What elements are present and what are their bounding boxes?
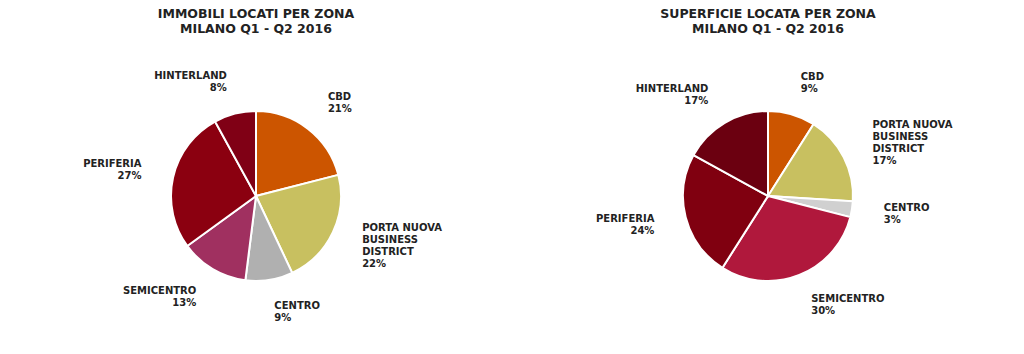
- slice-label-line: BUSINESS: [873, 131, 929, 142]
- slice-label-line: HINTERLAND: [636, 83, 709, 94]
- data-label: 24%: [630, 225, 654, 236]
- slice-label-line: DISTRICT: [873, 143, 925, 154]
- data-label: 17%: [684, 95, 708, 106]
- data-label: 21%: [328, 103, 352, 114]
- data-label: 27%: [118, 170, 142, 181]
- slice-label: PERIFERIA: [83, 158, 142, 169]
- data-label: 8%: [210, 82, 227, 93]
- data-label: 22%: [362, 258, 386, 269]
- data-label: 3%: [884, 214, 901, 225]
- slice-label: PORTA NUOVABUSINESSDISTRICT: [873, 119, 953, 154]
- title-line: MILANO Q1 - Q2 2016: [180, 21, 332, 36]
- slice-label-line: SEMICENTRO: [123, 285, 196, 296]
- slice-label-line: CBD: [801, 71, 824, 82]
- slice-label: PORTA NUOVABUSINESSDISTRICT: [362, 222, 442, 257]
- chart-root: IMMOBILI LOCATI PER ZONAMILANO Q1 - Q2 2…: [0, 0, 1024, 354]
- data-label: 9%: [274, 312, 291, 323]
- slice-label: CBD: [328, 91, 351, 102]
- slice-label-line: CBD: [328, 91, 351, 102]
- slice-label-line: CENTRO: [274, 300, 320, 311]
- pie-labels: CBD9%PORTA NUOVABUSINESSDISTRICT17%CENTR…: [596, 71, 953, 316]
- slice-label-line: BUSINESS: [362, 234, 418, 245]
- slice-label: PERIFERIA: [596, 213, 655, 224]
- slice-label-line: PERIFERIA: [596, 213, 655, 224]
- slice-label-line: PORTA NUOVA: [362, 222, 442, 233]
- slice-label: HINTERLAND: [154, 70, 227, 81]
- slice-label-line: SEMICENTRO: [811, 293, 884, 304]
- slice-label-line: PERIFERIA: [83, 158, 142, 169]
- slice-label: SEMICENTRO: [123, 285, 196, 296]
- slice-label-line: HINTERLAND: [154, 70, 227, 81]
- pie-slices: [171, 111, 341, 281]
- pie-slice: [215, 111, 256, 196]
- pie-panel: SUPERFICIE LOCATA PER ZONAMILANO Q1 - Q2…: [596, 6, 953, 316]
- data-label: 17%: [873, 155, 897, 166]
- data-label: 30%: [811, 305, 835, 316]
- slice-label: HINTERLAND: [636, 83, 709, 94]
- slice-label-line: PORTA NUOVA: [873, 119, 953, 130]
- slice-label: CBD: [801, 71, 824, 82]
- pie-labels: CBD21% PORTA NUOVABUSINESSDISTRICT22% CENT…: [83, 70, 442, 322]
- pie-slice: [768, 124, 853, 201]
- pie-panel: IMMOBILI LOCATI PER ZONAMILANO Q1 - Q2 2…: [83, 6, 442, 323]
- data-label: 13%: [172, 297, 196, 308]
- chart-title: SUPERFICIE LOCATA PER ZONAMILANO Q1 - Q2…: [660, 6, 876, 36]
- title-line: MILANO Q1 - Q2 2016: [692, 21, 844, 36]
- slice-label: SEMICENTRO: [811, 293, 884, 304]
- chart-title: IMMOBILI LOCATI PER ZONAMILANO Q1 - Q2 2…: [158, 6, 355, 36]
- title-line: SUPERFICIE LOCATA PER ZONA: [660, 6, 876, 21]
- pie-slices: [683, 111, 853, 281]
- title-line: IMMOBILI LOCATI PER ZONA: [158, 6, 355, 21]
- data-label: 9%: [801, 83, 818, 94]
- slice-label: CENTRO: [274, 300, 320, 311]
- slice-label: CENTRO: [884, 202, 930, 213]
- slice-label-line: DISTRICT: [362, 246, 414, 257]
- pie-slice: [694, 111, 768, 196]
- slice-label-line: CENTRO: [884, 202, 930, 213]
